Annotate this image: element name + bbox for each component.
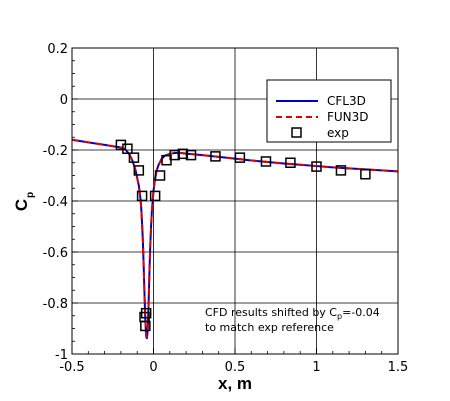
- exp-data-point: [133, 165, 145, 176]
- exp-data-point: [335, 165, 347, 176]
- exp-data-point: [140, 307, 152, 319]
- y-tick-label: 0.2: [47, 42, 68, 57]
- y-tick-label: -0.2: [43, 144, 68, 159]
- tick-layer: -0.5 0 0.5 1 1.5 -1 -0.8 -0.6 -0.4 -0.2 0 0.2: [43, 42, 409, 375]
- annotation-line-1: CFD results shifted by Cp=-0.04: [205, 306, 380, 321]
- annotation-line-1-prefix: CFD results shifted by C: [205, 306, 337, 319]
- marker-layer: [115, 139, 371, 332]
- fun3d-series-line: [71, 138, 399, 338]
- exp-data-point: [260, 156, 272, 167]
- exp-data-point: [234, 152, 246, 163]
- legend: CFL3D FUN3D exp: [266, 79, 392, 143]
- exp-data-point: [136, 190, 148, 202]
- legend-swatch-exp: [291, 127, 302, 138]
- exp-data-point: [185, 149, 197, 161]
- annotation-line-2: to match exp reference: [205, 321, 334, 334]
- x-tick-label: 0: [149, 360, 157, 375]
- x-tick-label: 1.5: [388, 360, 409, 375]
- exp-data-point: [210, 151, 221, 162]
- y-axis-title-main: C: [12, 199, 31, 211]
- exp-data-point: [360, 168, 371, 180]
- exp-data-point: [122, 143, 133, 154]
- y-axis-title: C p: [12, 192, 36, 211]
- exp-data-point: [140, 320, 151, 332]
- legend-box: [266, 79, 392, 143]
- y-tick-label: -0.4: [43, 195, 68, 210]
- exp-data-point: [311, 161, 322, 172]
- y-tick-label: -1: [55, 348, 68, 363]
- y-tick-label: -0.6: [43, 246, 68, 261]
- legend-label-cfl3d: CFL3D: [327, 94, 366, 108]
- x-tick-label: -0.5: [59, 360, 84, 375]
- exp-data-point: [169, 149, 180, 161]
- exp-data-point: [128, 152, 140, 163]
- x-tick-label: 1: [312, 360, 320, 375]
- shift-annotation: CFD results shifted by Cp=-0.04 to match…: [205, 306, 380, 334]
- exp-data-point: [177, 148, 189, 160]
- x-axis-title: x, m: [218, 374, 252, 393]
- y-axis-title-subscript: p: [25, 192, 36, 198]
- x-tick-label: 0.5: [225, 360, 246, 375]
- legend-label-exp: exp: [327, 126, 349, 140]
- legend-label-fun3d: FUN3D: [327, 110, 369, 124]
- exp-data-point: [149, 190, 161, 202]
- y-tick-label: 0: [60, 93, 68, 108]
- annotation-line-1-subscript: p: [337, 312, 342, 321]
- series-layer: [71, 138, 399, 340]
- annotation-line-1-suffix: =-0.04: [342, 306, 380, 319]
- exp-data-point: [154, 170, 166, 181]
- y-tick-label: -0.8: [43, 297, 68, 312]
- exp-data-point: [285, 157, 296, 168]
